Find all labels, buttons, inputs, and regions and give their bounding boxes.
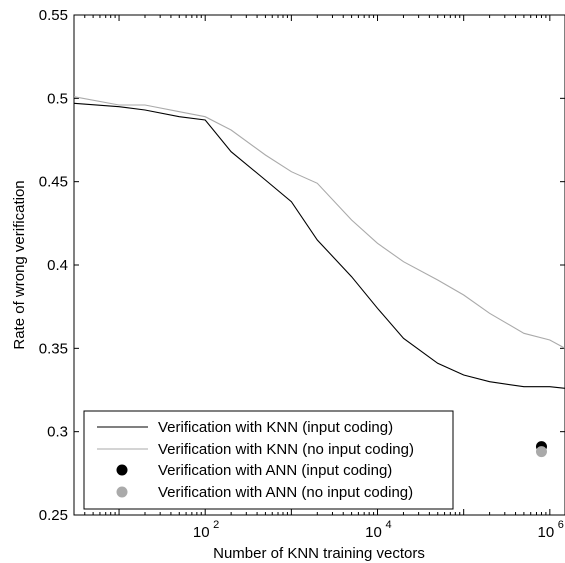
series-line-2 bbox=[73, 96, 565, 349]
y-axis-ticks: 0.25 0.3 0.35 0.4 0.45 0.5 0.55 bbox=[39, 7, 565, 524]
legend-marker-4 bbox=[116, 486, 128, 498]
legend-label-4: Verification with ANN (no input coding) bbox=[158, 484, 413, 501]
y-tick-label: 0.35 bbox=[39, 340, 68, 357]
y-tick-label: 0.3 bbox=[47, 424, 68, 441]
x-tick-exponent: 4 bbox=[385, 519, 391, 531]
x-tick-label: 10 bbox=[537, 524, 554, 541]
legend-marker-3 bbox=[116, 464, 128, 476]
y-tick-label: 0.45 bbox=[39, 174, 68, 191]
legend: Verification with KNN (input coding) Veri… bbox=[83, 410, 454, 510]
y-axis-label: Rate of wrong verification bbox=[11, 180, 28, 349]
x-tick-label: 10 bbox=[193, 524, 210, 541]
x-tick-label: 10 bbox=[365, 524, 382, 541]
y-tick-label: 0.4 bbox=[47, 257, 68, 274]
x-tick-exponent: 2 bbox=[213, 519, 219, 531]
legend-label-2: Verification with KNN (no input coding) bbox=[158, 441, 414, 458]
y-tick-label: 0.25 bbox=[39, 507, 68, 524]
x-axis-label: Number of KNN training vectors bbox=[213, 545, 425, 562]
x-tick-exponent: 6 bbox=[558, 519, 564, 531]
legend-label-1: Verification with KNN (input coding) bbox=[158, 419, 393, 436]
series-layer bbox=[73, 96, 565, 458]
y-tick-label: 0.5 bbox=[47, 90, 68, 107]
series-point-4 bbox=[535, 446, 547, 458]
series-line-1 bbox=[73, 102, 565, 389]
legend-label-3: Verification with ANN (input coding) bbox=[158, 462, 392, 479]
y-tick-label: 0.55 bbox=[39, 7, 68, 24]
x-axis-ticks: 10 2 10 4 10 6 bbox=[73, 15, 564, 541]
